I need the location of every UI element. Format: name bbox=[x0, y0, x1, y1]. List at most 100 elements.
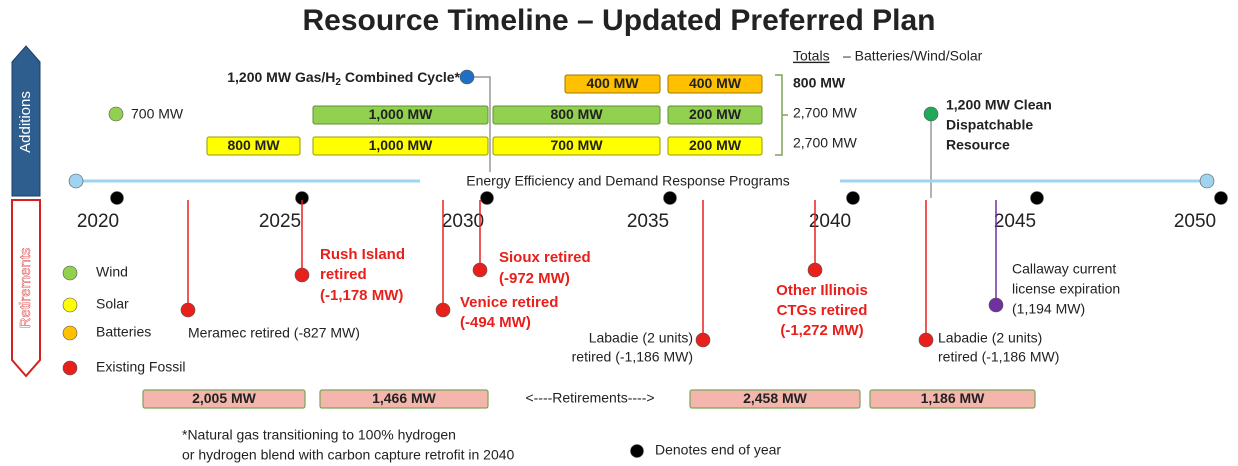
dot bbox=[110, 191, 124, 205]
addition-bar bbox=[492, 105, 661, 125]
addition-bar bbox=[492, 136, 661, 156]
connector bbox=[467, 76, 491, 181]
footnote: *Natural gas transitioning to 100% hydro… bbox=[182, 427, 456, 443]
clean-label: 1,200 MW Clean bbox=[946, 97, 1052, 113]
retirement-bar bbox=[869, 389, 1036, 409]
bar-label: 2,458 MW bbox=[743, 390, 808, 406]
dot bbox=[807, 262, 823, 278]
bar-label: 200 MW bbox=[689, 106, 742, 122]
bar-label: 1,186 MW bbox=[921, 390, 986, 406]
total: 2,700 MW bbox=[793, 105, 858, 121]
retirement-label: retired (-1,186 MW) bbox=[572, 349, 693, 365]
title: Resource Timeline – Updated Preferred Pl… bbox=[302, 4, 935, 37]
retirement-bar bbox=[319, 389, 489, 409]
bar-label: 700 MW bbox=[550, 137, 603, 153]
gas-label-sub: 2 bbox=[335, 77, 341, 88]
dot bbox=[62, 265, 78, 281]
year-label: 2020 bbox=[77, 211, 119, 232]
retirement-bar bbox=[142, 389, 306, 409]
retirement-label: Venice retired bbox=[460, 294, 558, 311]
bar-label: 800 MW bbox=[550, 106, 603, 122]
retirement-label: Labadie (2 units) bbox=[589, 330, 693, 346]
retirement-label: retired (-1,186 MW) bbox=[938, 349, 1059, 365]
dot bbox=[846, 191, 860, 205]
gas-label-main: 1,200 MW Gas/H bbox=[227, 69, 335, 85]
retirement-label: (-1,178 MW) bbox=[320, 287, 403, 304]
bar-label: 2,005 MW bbox=[192, 390, 257, 406]
retirement-label: (-494 MW) bbox=[460, 314, 531, 331]
dot bbox=[695, 332, 711, 348]
retirement-label: (1,194 MW) bbox=[1012, 301, 1085, 317]
bar-label: 800 MW bbox=[227, 137, 280, 153]
year-label: 2030 bbox=[442, 211, 484, 232]
side-label: Additions bbox=[17, 91, 34, 153]
dot bbox=[472, 262, 488, 278]
legend-label: Existing Fossil bbox=[96, 359, 185, 375]
retirement-label: CTGs retired bbox=[777, 302, 868, 319]
retirement-label: Other Illinois bbox=[776, 282, 868, 299]
addition-bar bbox=[564, 74, 661, 94]
end-of-year-label: Denotes end of year bbox=[655, 442, 781, 458]
addition-bar bbox=[667, 105, 763, 125]
bar-label: 1,466 MW bbox=[372, 390, 437, 406]
dot bbox=[180, 302, 196, 318]
year-label: 2050 bbox=[1174, 211, 1216, 232]
gas-label-rest: Combined Cycle* bbox=[341, 69, 461, 85]
total: 800 MW bbox=[793, 75, 846, 91]
dot bbox=[294, 267, 310, 283]
dot bbox=[68, 173, 84, 189]
retirement-label: Callaway current bbox=[1012, 261, 1116, 277]
footnote: or hydrogen blend with carbon capture re… bbox=[182, 447, 515, 463]
dot bbox=[1214, 191, 1228, 205]
retirement-label: license expiration bbox=[1012, 281, 1120, 297]
wind-label: 700 MW bbox=[131, 106, 184, 122]
retirements-arrow: <----Retirements----> bbox=[525, 390, 654, 406]
year-label: 2040 bbox=[809, 211, 851, 232]
bar-label: 200 MW bbox=[689, 137, 742, 153]
retirement-label: (-1,272 MW) bbox=[780, 322, 863, 339]
gas-label: 1,200 MW Gas/H2 Combined Cycle* bbox=[227, 69, 460, 88]
bar-label: 400 MW bbox=[689, 75, 742, 91]
program-bg bbox=[420, 172, 840, 190]
totals-header: – Batteries/Wind/Solar bbox=[843, 48, 983, 64]
retirement-label: Meramec retired (-827 MW) bbox=[188, 325, 360, 341]
legend-label: Wind bbox=[96, 264, 128, 280]
dot bbox=[988, 297, 1004, 313]
dot bbox=[1199, 173, 1215, 189]
dot bbox=[435, 302, 451, 318]
dot bbox=[62, 360, 78, 376]
retirement-label: Sioux retired bbox=[499, 249, 591, 266]
dot bbox=[923, 106, 939, 122]
addition-bar bbox=[312, 136, 489, 156]
retirement-label: Rush Island bbox=[320, 246, 405, 263]
legend-label: Batteries bbox=[96, 324, 151, 340]
addition-bar bbox=[667, 136, 763, 156]
bar-label: 1,000 MW bbox=[369, 106, 434, 122]
retirement-label: retired bbox=[320, 266, 367, 283]
year-label: 2045 bbox=[994, 211, 1036, 232]
clean-label: Dispatchable bbox=[946, 117, 1033, 133]
dot bbox=[630, 444, 644, 458]
year-label: 2025 bbox=[259, 211, 301, 232]
dot bbox=[108, 106, 124, 122]
side-label: Retirements bbox=[17, 248, 34, 329]
dot bbox=[62, 297, 78, 313]
dot bbox=[480, 191, 494, 205]
additions-band bbox=[11, 45, 41, 197]
dot bbox=[663, 191, 677, 205]
bracket bbox=[775, 74, 788, 156]
dot bbox=[459, 69, 475, 85]
retirement-label: (-972 MW) bbox=[499, 270, 570, 287]
program-label: Energy Efficiency and Demand Response Pr… bbox=[466, 173, 789, 189]
retirement-label: Labadie (2 units) bbox=[938, 330, 1042, 346]
addition-bar bbox=[206, 136, 301, 156]
clean-label: Resource bbox=[946, 137, 1010, 153]
total: 2,700 MW bbox=[793, 135, 858, 151]
legend-label: Solar bbox=[96, 296, 129, 312]
dot bbox=[918, 332, 934, 348]
addition-bar bbox=[312, 105, 489, 125]
retirement-bar bbox=[689, 389, 861, 409]
year-label: 2035 bbox=[627, 211, 669, 232]
dot bbox=[62, 325, 78, 341]
